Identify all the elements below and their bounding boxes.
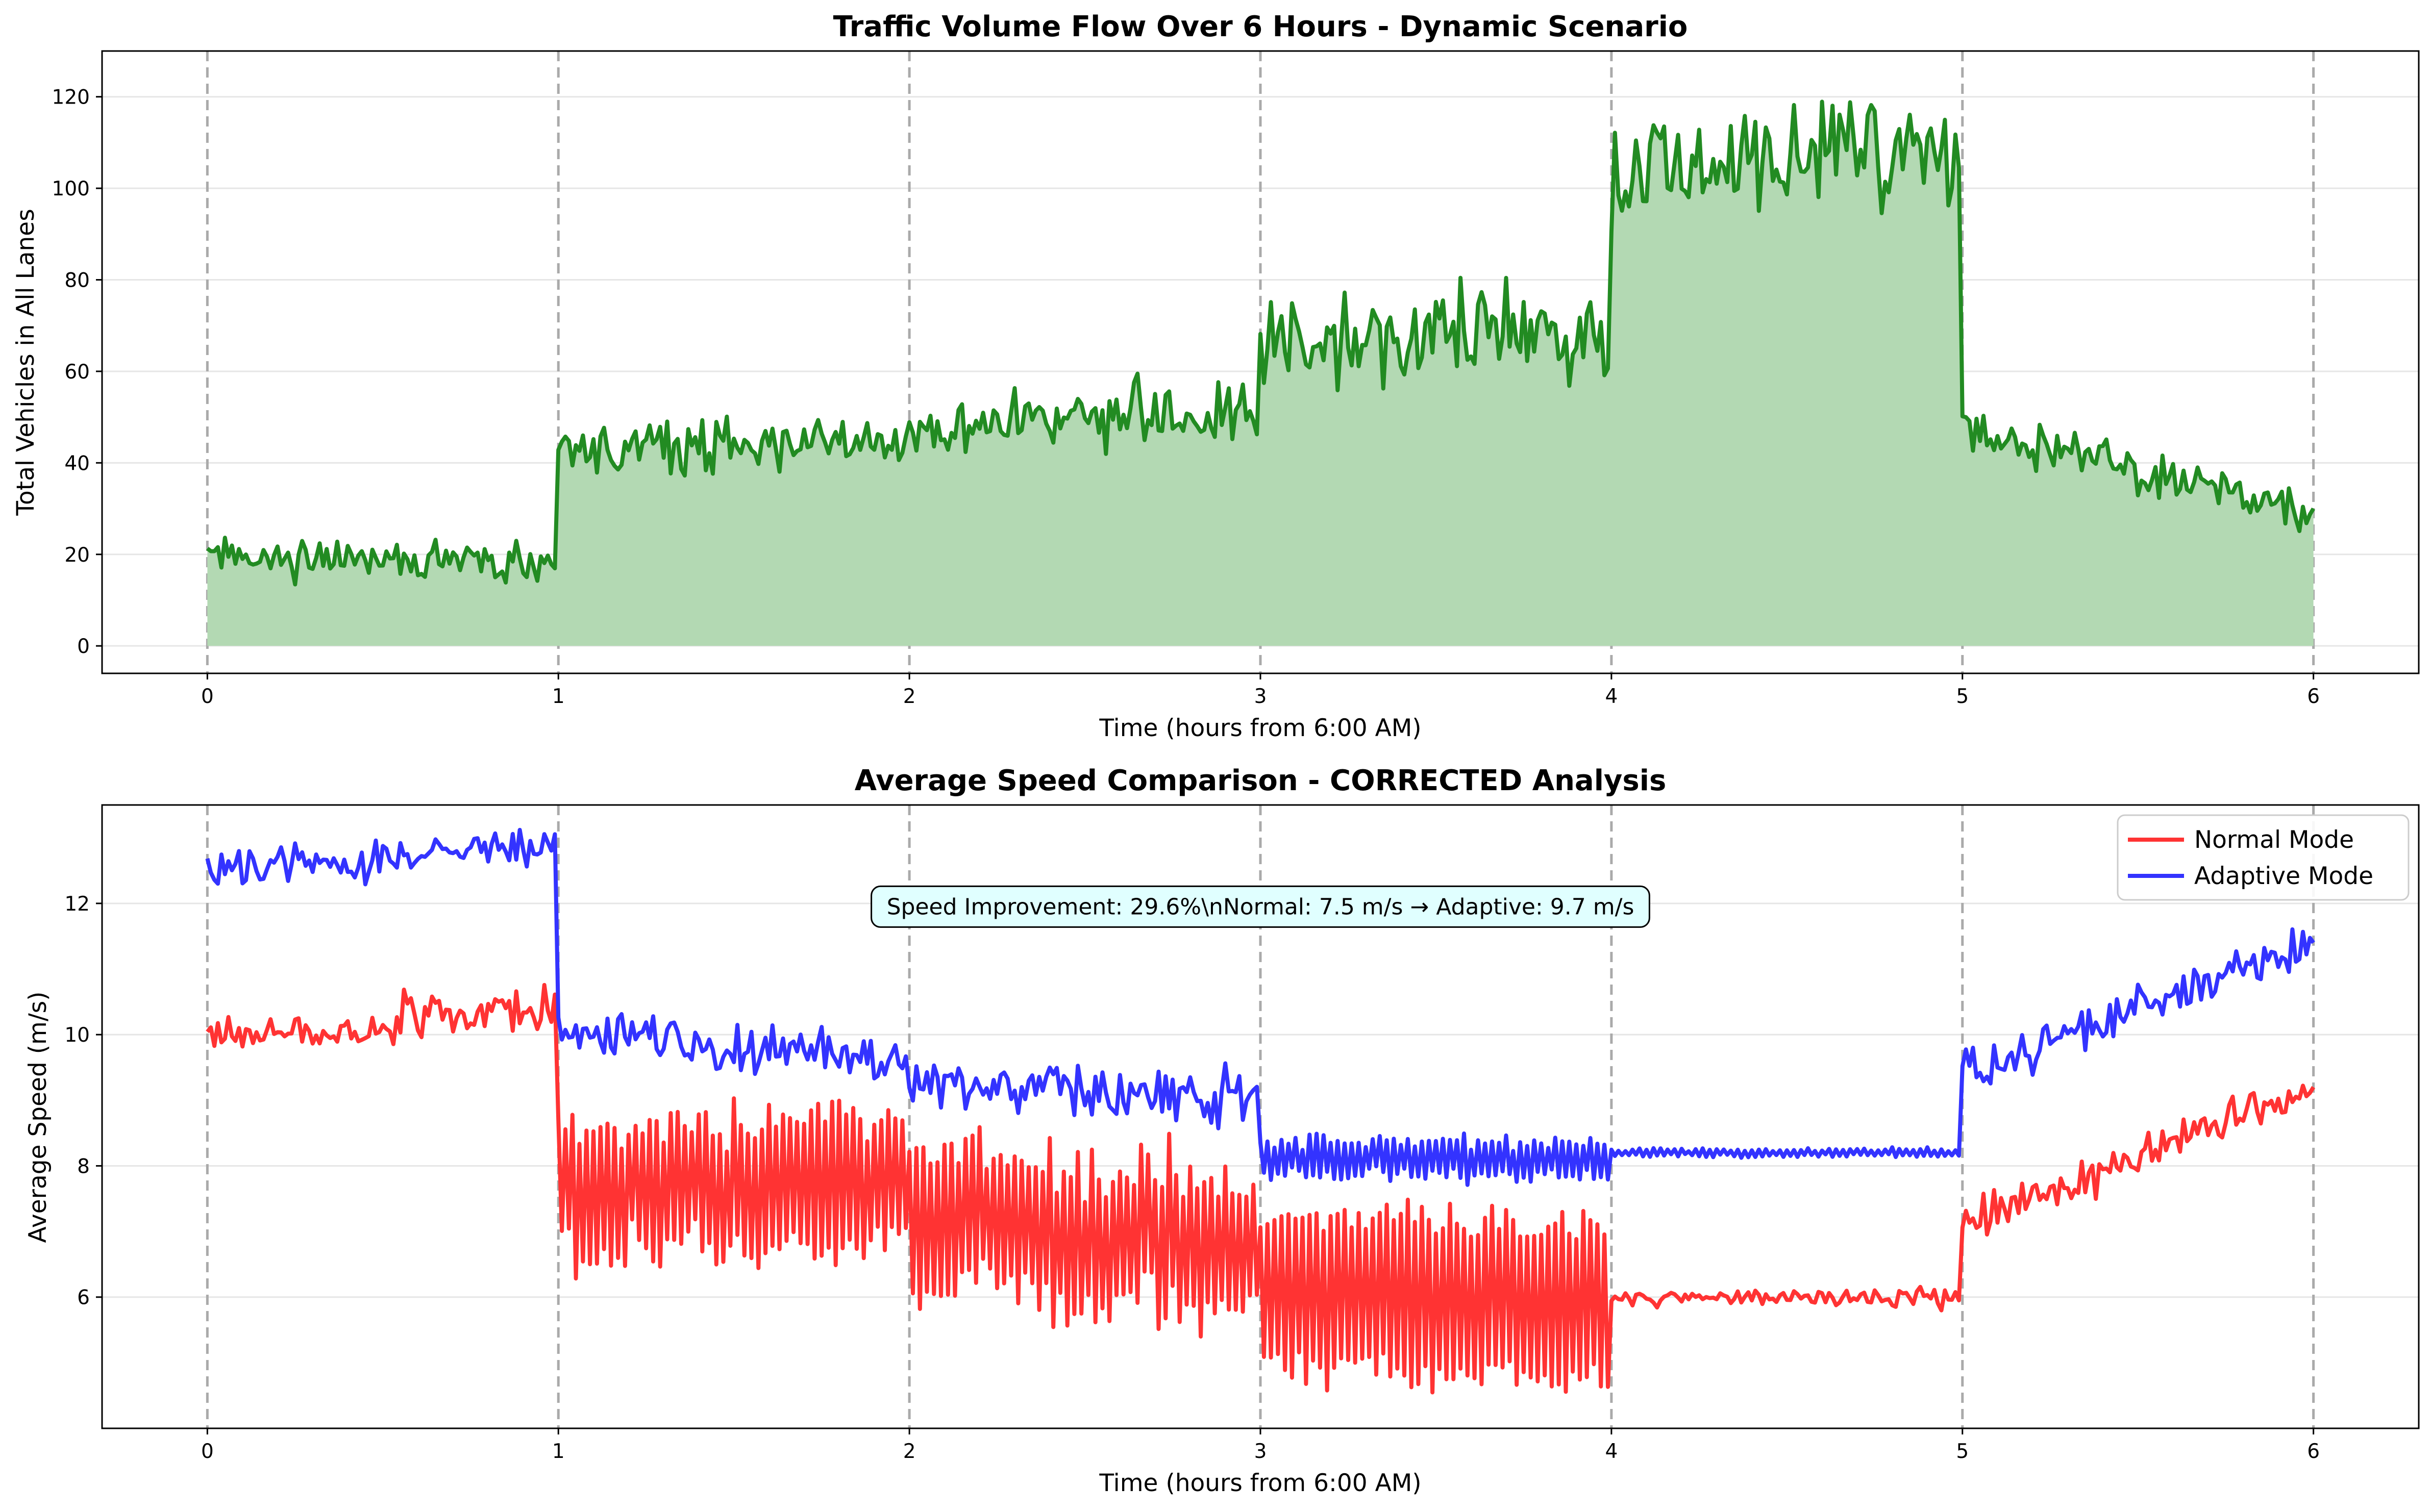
normal-mode-series-line <box>206 982 2316 1395</box>
y-tick-label: 20 <box>64 544 90 567</box>
y-tick-label: 6 <box>77 1287 90 1309</box>
volume-y-ticks: 0 20 40 60 80 100 120 <box>52 86 102 658</box>
legend-adaptive-label: Adaptive Mode <box>2194 862 2373 890</box>
adaptive-mode-series-line <box>205 827 2315 1187</box>
y-tick-label: 120 <box>52 86 90 109</box>
speed-x-ticks: 0 1 2 3 4 5 6 <box>201 1428 2320 1463</box>
volume-chart: Traffic Volume Flow Over 6 Hours - Dynam… <box>12 10 2420 742</box>
y-tick-label: 12 <box>64 893 90 916</box>
annotation-box <box>871 885 1650 928</box>
y-tick-label: 80 <box>64 269 90 292</box>
speed-y-ticks: 6 8 10 12 <box>64 893 102 1309</box>
x-tick-label: 0 <box>201 685 214 708</box>
y-tick-label: 60 <box>64 361 90 384</box>
speed-chart-title: Average Speed Comparison - CORRECTED Ana… <box>855 764 1667 797</box>
speed-x-axis-label: Time (hours from 6:00 AM) <box>1099 1469 1421 1497</box>
x-tick-label: 5 <box>1956 685 1969 708</box>
x-tick-label: 4 <box>1605 1440 1618 1463</box>
legend-box <box>2117 814 2410 901</box>
x-tick-label: 0 <box>201 1440 214 1463</box>
legend-normal-label: Normal Mode <box>2194 826 2354 854</box>
x-tick-label: 1 <box>552 1440 565 1463</box>
x-tick-label: 2 <box>903 685 916 708</box>
speed-legend: Normal Mode Adaptive Mode <box>2117 814 2410 901</box>
x-tick-label: 5 <box>1956 1440 1969 1463</box>
x-tick-label: 2 <box>903 1440 916 1463</box>
y-tick-label: 8 <box>77 1155 90 1178</box>
x-tick-label: 3 <box>1254 685 1267 708</box>
speed-improvement-annotation: Speed Improvement: 29.6%\nNormal: 7.5 m/… <box>871 885 1650 928</box>
volume-x-ticks: 0 1 2 3 4 5 6 <box>201 673 2320 708</box>
annotation-text: Speed Improvement: 29.6%\nNormal: 7.5 m/… <box>887 894 1634 920</box>
volume-y-axis-label: Total Vehicles in All Lanes <box>12 209 40 516</box>
y-tick-label: 40 <box>64 452 90 475</box>
x-tick-label: 6 <box>2307 1440 2320 1463</box>
y-tick-label: 10 <box>64 1024 90 1047</box>
speed-chart: Average Speed Comparison - CORRECTED Ana… <box>24 764 2420 1497</box>
y-tick-label: 0 <box>77 635 90 658</box>
volume-chart-title: Traffic Volume Flow Over 6 Hours - Dynam… <box>833 10 1688 43</box>
x-tick-label: 6 <box>2307 685 2320 708</box>
x-tick-label: 1 <box>552 685 565 708</box>
volume-x-axis-label: Time (hours from 6:00 AM) <box>1099 714 1421 742</box>
x-tick-label: 4 <box>1605 685 1618 708</box>
y-tick-label: 100 <box>52 178 90 200</box>
speed-y-axis-label: Average Speed (m/s) <box>24 992 52 1243</box>
volume-series-line <box>206 99 2316 587</box>
x-tick-label: 3 <box>1254 1440 1267 1463</box>
